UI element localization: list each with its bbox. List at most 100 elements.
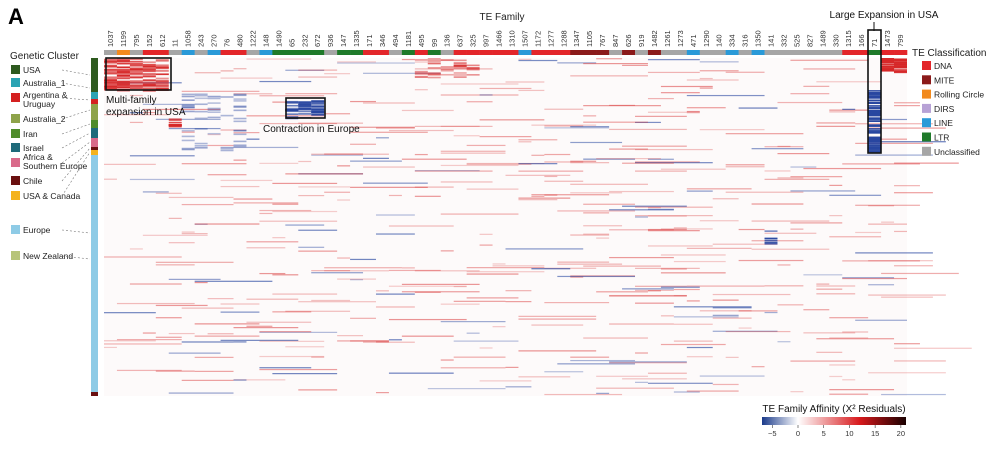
row-legend-leader <box>61 109 91 120</box>
annotation-box-europe-contraction <box>285 97 326 119</box>
column-label: 1507 <box>520 30 529 47</box>
cluster-sidebar <box>91 58 98 396</box>
row-legend-label: New Zealand <box>23 251 73 261</box>
te-class-cell <box>233 50 247 55</box>
te-class-cell <box>207 50 221 55</box>
row-legend-leader <box>61 147 91 182</box>
te-class-cell <box>764 50 778 55</box>
column-label: 325 <box>469 34 478 47</box>
row-legend-swatch <box>11 251 20 260</box>
row-legend-leader <box>61 141 91 164</box>
row-legend-label: Iran <box>23 129 38 139</box>
column-label: 1473 <box>883 30 892 47</box>
col-legend-swatch <box>922 146 931 156</box>
column-label: 612 <box>158 34 167 47</box>
row-legend-label: USA & Canada <box>23 191 80 201</box>
column-label: 141 <box>767 34 776 47</box>
column-label: 997 <box>482 34 491 47</box>
column-label: 1489 <box>818 30 827 47</box>
column-label: 1490 <box>274 30 283 47</box>
te-class-cell <box>816 50 830 55</box>
row-legend-swatch <box>11 158 20 167</box>
te-class-cell <box>337 50 351 55</box>
column-label: 152 <box>145 34 154 47</box>
column-label: 332 <box>779 34 788 47</box>
annotation-usa-large: Large Expansion in USA <box>830 10 939 21</box>
row-legend-swatch <box>11 93 20 102</box>
column-label: 1290 <box>702 30 711 47</box>
te-class-bar <box>104 50 908 55</box>
column-label: 626 <box>624 34 633 47</box>
te-class-cell <box>894 50 908 55</box>
te-class-cell <box>401 50 416 55</box>
te-class-cell <box>272 50 286 55</box>
row-legend-leader <box>61 229 91 234</box>
cluster-segment <box>91 120 98 128</box>
row-legend-leader <box>61 255 91 260</box>
row-legend: USA Australia_1 Argentina & Uruguay Australi… <box>11 65 88 261</box>
colorbar-tick: −5 <box>768 429 777 438</box>
col-legend-label: Unclassified <box>934 147 980 157</box>
column-label: 637 <box>456 34 465 47</box>
column-label: 480 <box>235 34 244 47</box>
cluster-segment <box>91 58 98 92</box>
heatmap-body <box>104 58 972 396</box>
column-label: 1172 <box>533 31 542 47</box>
te-class-cell <box>518 50 532 55</box>
row-legend-label: Australia_1 <box>23 78 66 88</box>
te-class-cell <box>531 50 545 55</box>
column-label: 1310 <box>507 30 516 47</box>
column-label: 827 <box>805 34 814 47</box>
te-class-cell <box>829 50 843 55</box>
te-class-cell <box>570 50 584 55</box>
column-label: 525 <box>792 34 801 47</box>
column-label: 166 <box>857 34 866 47</box>
column-label: 672 <box>313 34 322 47</box>
te-class-cell <box>181 50 195 55</box>
te-class-cell <box>583 50 597 55</box>
column-label: 919 <box>637 34 646 47</box>
row-legend-leaders <box>61 69 91 260</box>
column-label: 1350 <box>754 30 763 47</box>
te-class-cell <box>168 50 183 55</box>
te-class-cell <box>298 50 312 55</box>
column-label: 148 <box>261 34 270 47</box>
colorbar-title: TE Family Affinity (X² Residuals) <box>762 404 905 415</box>
column-label: 330 <box>831 34 840 47</box>
column-label: 847 <box>611 34 620 47</box>
te-class-cell <box>363 50 377 55</box>
col-legend-swatch <box>922 103 931 113</box>
cluster-segment <box>91 155 98 392</box>
row-legend-label: Argentina & Uruguay <box>23 90 68 109</box>
column-label: 243 <box>197 34 206 47</box>
colorbar-tick: 20 <box>897 429 905 438</box>
column-label: 471 <box>689 34 698 47</box>
col-legend-label: Rolling Circle <box>934 90 984 100</box>
cluster-segment <box>91 92 98 99</box>
te-class-cell <box>220 50 234 55</box>
te-class-cell <box>104 50 118 55</box>
column-label: 1199 <box>119 31 128 47</box>
row-legend-swatch <box>11 225 20 234</box>
column-label: 65 <box>287 39 296 47</box>
colorbar <box>762 417 906 425</box>
te-class-cell <box>427 50 442 55</box>
column-label: 795 <box>132 34 141 47</box>
col-legend-title: TE Classification <box>912 48 986 59</box>
te-class-cell <box>440 50 454 55</box>
te-class-cell <box>881 50 895 55</box>
annotation-usa-multi: Multi-family expansion in USA <box>106 95 186 118</box>
column-label: 11 <box>171 39 180 47</box>
te-class-cell <box>129 50 144 55</box>
column-label: 1037 <box>106 30 115 47</box>
te-class-cell <box>375 50 390 55</box>
column-label: 1273 <box>676 30 685 47</box>
row-legend-leader <box>61 97 91 101</box>
column-label: 140 <box>715 34 724 47</box>
te-class-cell <box>751 50 765 55</box>
cluster-segment <box>91 104 98 120</box>
row-legend-leader <box>61 69 91 76</box>
row-legend-swatch <box>11 176 20 185</box>
col-legend-swatch <box>922 132 931 142</box>
column-label: 334 <box>728 34 737 47</box>
